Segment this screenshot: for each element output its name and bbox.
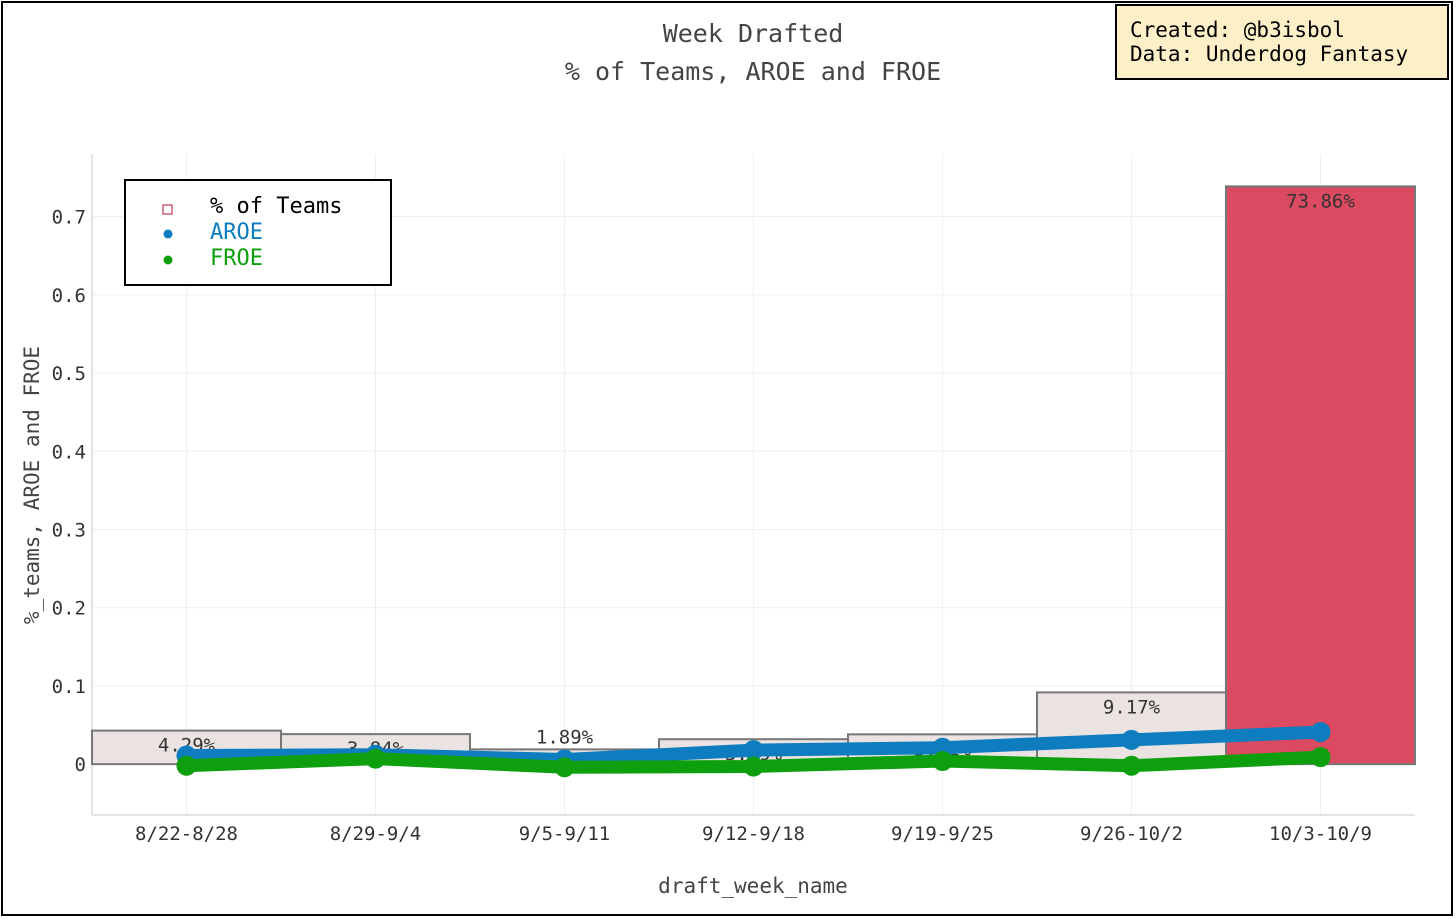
y-tick-label: 0.6 [52, 285, 86, 307]
legend-label-teams: % of Teams [210, 194, 343, 219]
bar-data-label: 9.17% [1103, 696, 1161, 718]
froe-point [932, 751, 953, 772]
x-tick-label: 8/22-8/28 [135, 823, 238, 845]
legend-item-froe[interactable]: FROE [126, 246, 386, 272]
credit-created: Created: @b3isbol [1130, 18, 1345, 42]
axes [91, 154, 1415, 816]
chart-subtitle: % of Teams, AROE and FROE [565, 57, 941, 86]
aroe-point [1310, 722, 1331, 743]
froe-point [1121, 755, 1142, 776]
legend-item-teams[interactable]: % of Teams [126, 194, 386, 220]
x-tick-labels: 8/22-8/28 8/29-9/4 9/5-9/11 9/12-9/18 9/19-9… [135, 823, 1372, 845]
credit-data-source: Data: Underdog Fantasy [1130, 42, 1409, 66]
x-tick-label: 10/3-10/9 [1269, 823, 1372, 845]
legend-label-froe: FROE [210, 246, 263, 271]
credit-box: Created: @b3isbol Data: Underdog Fantasy [1115, 4, 1449, 80]
y-tick-label: 0.4 [52, 441, 86, 463]
legend-dot-icon [160, 220, 176, 246]
froe-point [554, 757, 575, 778]
aroe-point [743, 740, 764, 761]
legend-item-aroe[interactable]: AROE [126, 220, 386, 246]
x-tick-label: 9/26-10/2 [1080, 823, 1183, 845]
froe-point [1310, 747, 1331, 768]
series-lines [176, 722, 1331, 778]
y-tick-labels: 0 0.1 0.2 0.3 0.4 0.5 0.6 0.7 [52, 207, 86, 777]
x-tick-label: 8/29-9/4 [330, 823, 422, 845]
x-axis-label: draft_week_name [658, 874, 848, 898]
y-tick-label: 0.5 [52, 363, 86, 385]
froe-point [176, 755, 197, 776]
y-tick-label: 0.1 [52, 676, 86, 698]
y-tick-label: 0 [75, 754, 86, 776]
legend-dot-icon [160, 246, 176, 272]
bar-data-label: 73.86% [1286, 190, 1355, 212]
froe-point [743, 756, 764, 777]
x-tick-label: 9/12-9/18 [702, 823, 805, 845]
legend: % of Teams AROE FROE [124, 179, 392, 286]
y-tick-label: 0.2 [52, 598, 86, 620]
bar [1225, 185, 1416, 766]
y-tick-label: 0.3 [52, 519, 86, 541]
bar-data-label: 1.89% [536, 726, 594, 748]
froe-point [365, 748, 386, 769]
y-tick-label: 0.7 [52, 207, 86, 229]
legend-square-icon [160, 194, 176, 220]
x-tick-label: 9/5-9/11 [519, 823, 611, 845]
legend-label-aroe: AROE [210, 220, 263, 245]
y-axis-label: %_teams, AROE and FROE [20, 346, 44, 624]
x-tick-label: 9/19-9/25 [891, 823, 994, 845]
chart-title: Week Drafted [663, 19, 844, 48]
aroe-point [1121, 729, 1142, 750]
